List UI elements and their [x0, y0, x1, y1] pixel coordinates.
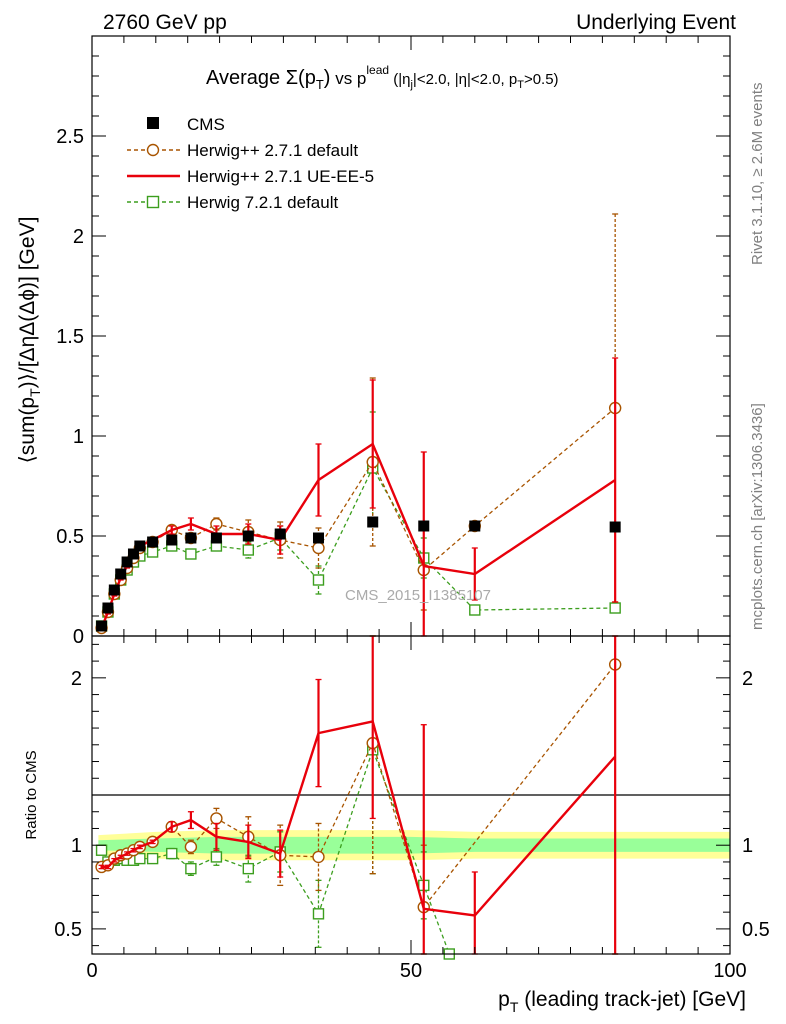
- main-cms-point: [609, 521, 621, 533]
- main-herwig-7-2-1-default-point: [185, 548, 197, 560]
- title-sub-t2: T: [517, 79, 524, 91]
- mcplots-label: mcplots.cern.ch [arXiv:1306.3436]: [749, 403, 766, 630]
- ratio-herwig-7-2-1-default-point: [312, 908, 325, 920]
- ratio-herwig-7-2-1-default-point: [166, 847, 178, 860]
- main-ytick-label: 0.5: [56, 526, 84, 548]
- ratio-herwig-7-2-1-default-point: [95, 844, 108, 856]
- ratio-ytick-label-right: 1: [742, 835, 753, 857]
- main-cms-point: [210, 532, 222, 544]
- ratio-herwig-7-2-1-default-point: [185, 862, 197, 875]
- title-prefix: Average: [206, 67, 286, 89]
- main-herwig-7-2-1-default-point: [609, 602, 621, 614]
- xlabel-a: p: [498, 988, 510, 1011]
- main-herwig-7-2-1-default-point: [469, 604, 481, 616]
- ylabel-a: ⟨sum(p: [16, 397, 39, 464]
- title-sigma: Σ(p: [286, 67, 316, 89]
- title-close: ): [324, 67, 331, 89]
- ratio-ytick-label-left: 2: [71, 668, 82, 690]
- ratio-ytick-label-left: 0.5: [54, 919, 82, 941]
- ratio-herwig-7-2-1-default-point: [146, 852, 159, 865]
- xlabel-b: T: [510, 999, 519, 1015]
- legend-marker-herwig-default: [146, 143, 160, 157]
- main-cms-point: [134, 540, 146, 552]
- main-cms-point: [102, 602, 114, 614]
- title-cuts3: >0.5): [524, 71, 559, 88]
- ratio-series-group: [95, 635, 622, 960]
- ylabel-c: )⟩/[ΔηΔ(Δϕ)] [GeV]: [16, 217, 39, 389]
- main-cms-point: [147, 536, 159, 548]
- rivet-label: Rivet 3.1.10, ≥ 2.6M events: [749, 83, 766, 266]
- title-sub-t: T: [316, 77, 324, 92]
- main-cms-point: [367, 516, 379, 528]
- ratio-herwig-2-7-1-ue-ee-5-line: [101, 719, 617, 917]
- xtick-label: 0: [86, 960, 97, 982]
- main-cms-point: [418, 520, 430, 532]
- title-sup-lead: lead: [366, 63, 389, 77]
- main-ylabel: ⟨sum(pT)⟩/[ΔηΔ(Δϕ)] [GeV]: [16, 217, 43, 464]
- ratio-herwig-2-7-1-default-point: [312, 850, 325, 864]
- main-herwig-7-2-1-default-point: [312, 574, 325, 586]
- main-title: Average Σ(pT) vs plead (|ηj|<2.0, |η|<2.…: [206, 63, 559, 92]
- legend-label-herwig-default: Herwig++ 2.7.1 default: [187, 141, 358, 160]
- main-axis-ticks: [91, 36, 731, 637]
- ratio-axis-ticks: [91, 636, 731, 954]
- ratio-uncertainty-bands: [98, 830, 730, 861]
- ratio-herwig-7-2-1-default-point: [210, 851, 223, 863]
- ratio-ytick-label-right: 2: [742, 668, 753, 690]
- legend-marker-herwig7: [146, 195, 160, 209]
- main-cms-point: [274, 528, 286, 540]
- ratio-herwig-7-2-1-default-point: [242, 862, 255, 875]
- main-herwig-2-7-1-default-point: [312, 541, 325, 555]
- main-cms-point: [96, 620, 108, 632]
- header-right: Underlying Event: [576, 11, 736, 34]
- legend: CMS Herwig++ 2.7.1 default Herwig++ 2.7.…: [127, 115, 374, 212]
- main-herwig-2-7-1-ue-ee-5-line: [100, 442, 616, 629]
- header-left: 2760 GeV pp: [103, 11, 227, 34]
- main-series-group: [95, 213, 622, 637]
- legend-label-herwig7: Herwig 7.2.1 default: [187, 193, 338, 212]
- main-cms-point: [469, 520, 481, 532]
- ratio-ytick-label-left: 1: [71, 835, 82, 857]
- xlabel: pT (leading track-jet) [GeV]: [498, 988, 746, 1015]
- ratio-inner-band: [98, 836, 730, 854]
- main-cms-point: [121, 556, 133, 568]
- main-cms-point: [108, 584, 120, 596]
- main-y-tick-labels: 0 0.5 1 1.5 2 2.5: [56, 126, 84, 648]
- ylabel-b: T: [27, 388, 43, 397]
- ratio-tick-labels: 0.5 0.5 1 1 2 2 0 50 100: [54, 668, 770, 982]
- ratio-herwig-2-7-1-default-line: [101, 664, 616, 909]
- watermark: CMS_2015_I1385107: [345, 587, 491, 604]
- title-vs: vs p: [330, 69, 366, 88]
- main-ytick-label: 2.5: [56, 126, 84, 148]
- ratio-herwig-2-7-1-default-point: [184, 840, 198, 854]
- main-ytick-label: 0: [73, 626, 84, 648]
- legend-marker-cms: [147, 117, 159, 129]
- main-herwig-7-2-1-default-point: [146, 546, 159, 558]
- main-cms-point: [115, 568, 127, 580]
- main-cms-point: [312, 532, 324, 544]
- legend-label-herwig-ueee5: Herwig++ 2.7.1 UE-EE-5: [187, 167, 374, 186]
- title-cuts: (|η: [389, 71, 410, 88]
- xlabel-c: (leading track-jet) [GeV]: [518, 988, 746, 1011]
- ratio-plot-panel: 0.5 0.5 1 1 2 2 0 50 100 Ratio to CMS pT (leadin…: [23, 635, 770, 1015]
- main-plot-panel: 0 0.5 1 1.5 2 2.5 CMS_2015_I1385107 Average Σ…: [16, 35, 731, 648]
- ratio-ytick-label-right: 0.5: [742, 919, 770, 941]
- xtick-label: 100: [713, 960, 746, 982]
- ratio-herwig-2-7-1-default-point: [210, 812, 223, 825]
- main-cms-point: [242, 530, 254, 542]
- title-cuts2: |<2.0, |η|<2.0, p: [413, 71, 517, 88]
- main-herwig-7-2-1-default-point: [242, 544, 255, 556]
- main-ytick-label: 2: [73, 226, 84, 248]
- ratio-ylabel: Ratio to CMS: [23, 750, 40, 839]
- main-cms-point: [185, 532, 197, 544]
- ratio-herwig-7-2-1-default-point: [134, 852, 146, 865]
- main-cms-point: [127, 548, 139, 560]
- xtick-label: 50: [400, 960, 422, 982]
- main-cms-point: [166, 534, 178, 546]
- title-sub-j: j: [409, 79, 412, 91]
- main-ytick-label: 1: [73, 426, 84, 448]
- legend-label-cms: CMS: [187, 115, 225, 134]
- main-ytick-label: 1.5: [56, 326, 84, 348]
